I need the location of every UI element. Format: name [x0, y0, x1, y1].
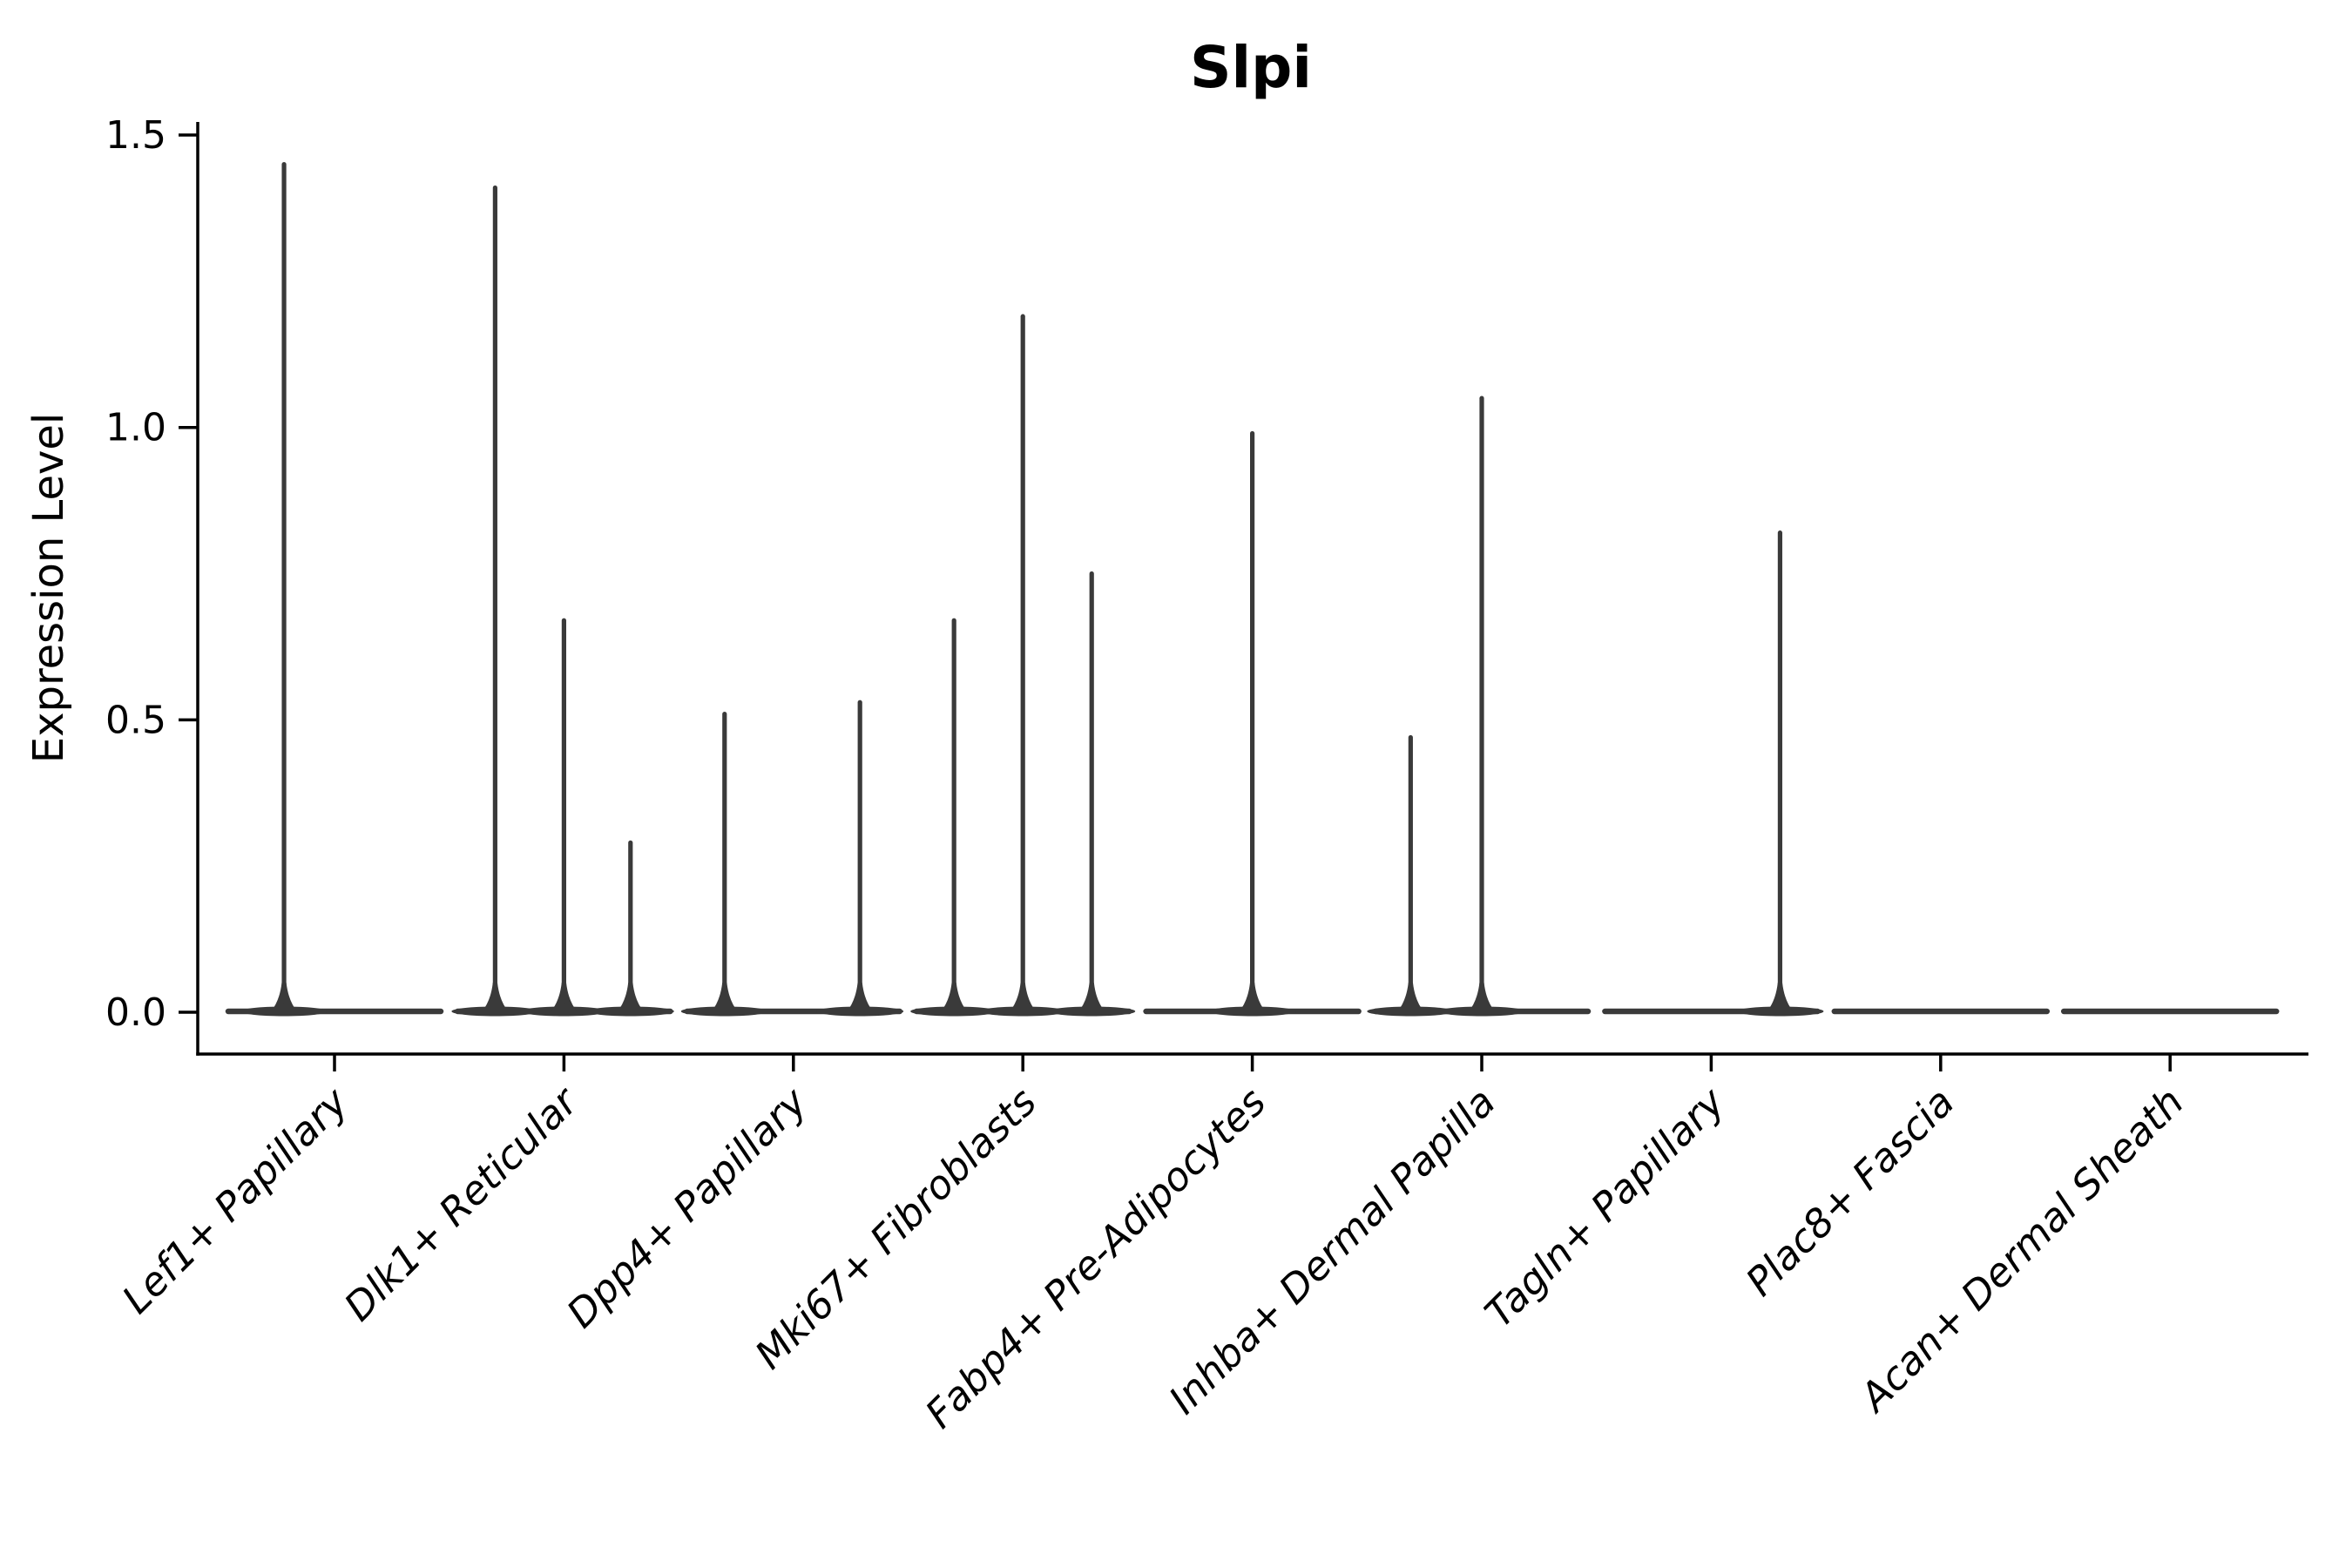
y-tick-label: 1.0 — [105, 406, 166, 450]
x-tick-label: Tagln+ Papillary — [1476, 1078, 1734, 1336]
x-tick-label: Dpp4+ Papillary — [558, 1078, 816, 1336]
x-tick-label: Dlk1+ Reticular — [335, 1078, 588, 1330]
x-tick-label: Lef1+ Papillary — [113, 1078, 358, 1322]
y-tick-label: 0.5 — [105, 698, 166, 742]
y-axis-label: Expression Level — [24, 413, 73, 764]
plot-title: Slpi — [1190, 34, 1312, 101]
y-tick-label: 1.5 — [105, 113, 166, 158]
x-tick-label: Plac8+ Fascia — [1737, 1078, 1963, 1305]
y-tick-label: 0.0 — [105, 990, 166, 1035]
